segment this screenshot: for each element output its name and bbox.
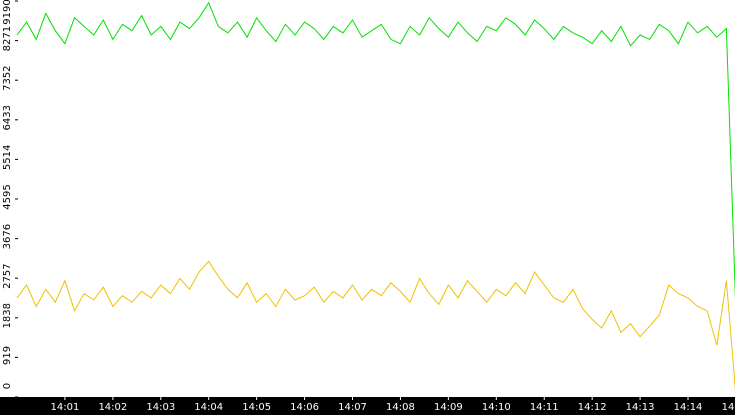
x-tick-label: 14:02 [98, 402, 127, 413]
y-tick-label: 2757 [2, 263, 13, 288]
series-line [16, 260, 735, 391]
x-tick-label: 14 [722, 402, 735, 413]
x-tick-label: 14:01 [51, 402, 80, 413]
x-tick-label: 14:05 [242, 402, 271, 413]
y-tick-label: 5514 [2, 145, 13, 170]
x-tick-label: 14:13 [626, 402, 655, 413]
x-tick-label: 14:11 [530, 402, 559, 413]
y-tick-label: 7352 [2, 65, 13, 90]
x-tick-label: 14:12 [578, 402, 607, 413]
y-tick-label: 4595 [2, 184, 13, 209]
x-axis-band [0, 397, 735, 415]
x-tick-label: 14:10 [482, 402, 511, 413]
x-tick-label: 14:03 [146, 402, 175, 413]
x-tick-label: 14:06 [290, 402, 319, 413]
x-tick-label: 14:08 [386, 402, 415, 413]
y-tick-label: 0 [2, 383, 13, 389]
x-tick-label: 14:09 [434, 402, 463, 413]
y-tick-label: 9190 [2, 0, 13, 25]
x-tick-label: 14:04 [194, 402, 223, 413]
y-tick-label: 8271 [2, 26, 13, 51]
y-tick-label: 3676 [2, 224, 13, 249]
y-tick-label: 6433 [2, 105, 13, 130]
x-tick-label: 14:14 [674, 402, 703, 413]
y-tick-label: 919 [2, 346, 13, 365]
y-tick-label: 1838 [2, 303, 13, 328]
series-line [16, 1, 735, 301]
x-tick-label: 14:07 [338, 402, 367, 413]
